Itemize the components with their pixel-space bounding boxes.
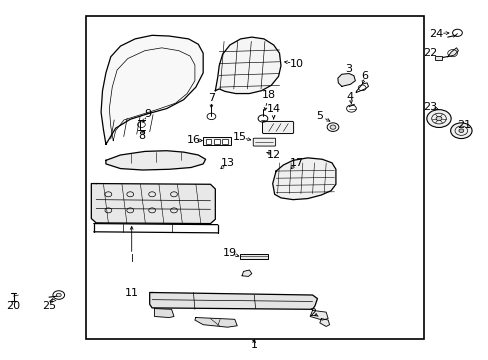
Text: 6: 6 — [361, 71, 368, 81]
Text: 13: 13 — [220, 158, 234, 168]
Polygon shape — [447, 48, 458, 57]
Polygon shape — [337, 73, 355, 86]
Polygon shape — [91, 184, 215, 224]
Text: 10: 10 — [289, 59, 304, 68]
Bar — [434, 56, 442, 60]
Text: 14: 14 — [266, 104, 280, 113]
Polygon shape — [106, 151, 205, 170]
Bar — [86, 16, 424, 339]
FancyBboxPatch shape — [262, 121, 293, 134]
Polygon shape — [101, 35, 203, 144]
Text: 16: 16 — [186, 135, 200, 145]
Polygon shape — [309, 310, 327, 320]
Circle shape — [458, 129, 463, 132]
Text: 4: 4 — [346, 92, 353, 102]
Text: 23: 23 — [422, 102, 436, 112]
Text: 3: 3 — [345, 64, 352, 74]
Bar — [239, 253, 267, 259]
Circle shape — [435, 116, 441, 121]
Text: 5: 5 — [316, 111, 323, 121]
Text: 8: 8 — [138, 131, 144, 141]
Text: 1: 1 — [250, 340, 257, 350]
Bar — [213, 139, 219, 144]
Text: 25: 25 — [42, 301, 56, 311]
Text: 24: 24 — [428, 28, 443, 39]
Text: 21: 21 — [456, 120, 470, 130]
Polygon shape — [215, 37, 281, 94]
Circle shape — [56, 293, 61, 297]
Circle shape — [426, 110, 450, 127]
Bar — [222, 139, 227, 144]
FancyBboxPatch shape — [253, 138, 275, 146]
Text: 22: 22 — [422, 48, 436, 58]
Text: 17: 17 — [289, 158, 304, 168]
Circle shape — [450, 123, 471, 139]
Text: 19: 19 — [223, 248, 237, 258]
Circle shape — [329, 125, 335, 129]
Text: 20: 20 — [6, 301, 20, 311]
Polygon shape — [149, 293, 317, 309]
Text: 12: 12 — [266, 150, 280, 160]
Text: 9: 9 — [144, 109, 151, 119]
Bar — [205, 139, 211, 144]
Polygon shape — [242, 270, 251, 276]
Bar — [203, 137, 231, 145]
Text: 18: 18 — [261, 90, 275, 100]
Text: 7: 7 — [207, 93, 215, 103]
Text: 11: 11 — [124, 288, 139, 297]
Polygon shape — [272, 158, 335, 200]
Text: 2: 2 — [308, 308, 315, 318]
Polygon shape — [319, 319, 329, 327]
Polygon shape — [154, 309, 174, 318]
Polygon shape — [195, 318, 237, 327]
Text: 15: 15 — [232, 132, 246, 142]
